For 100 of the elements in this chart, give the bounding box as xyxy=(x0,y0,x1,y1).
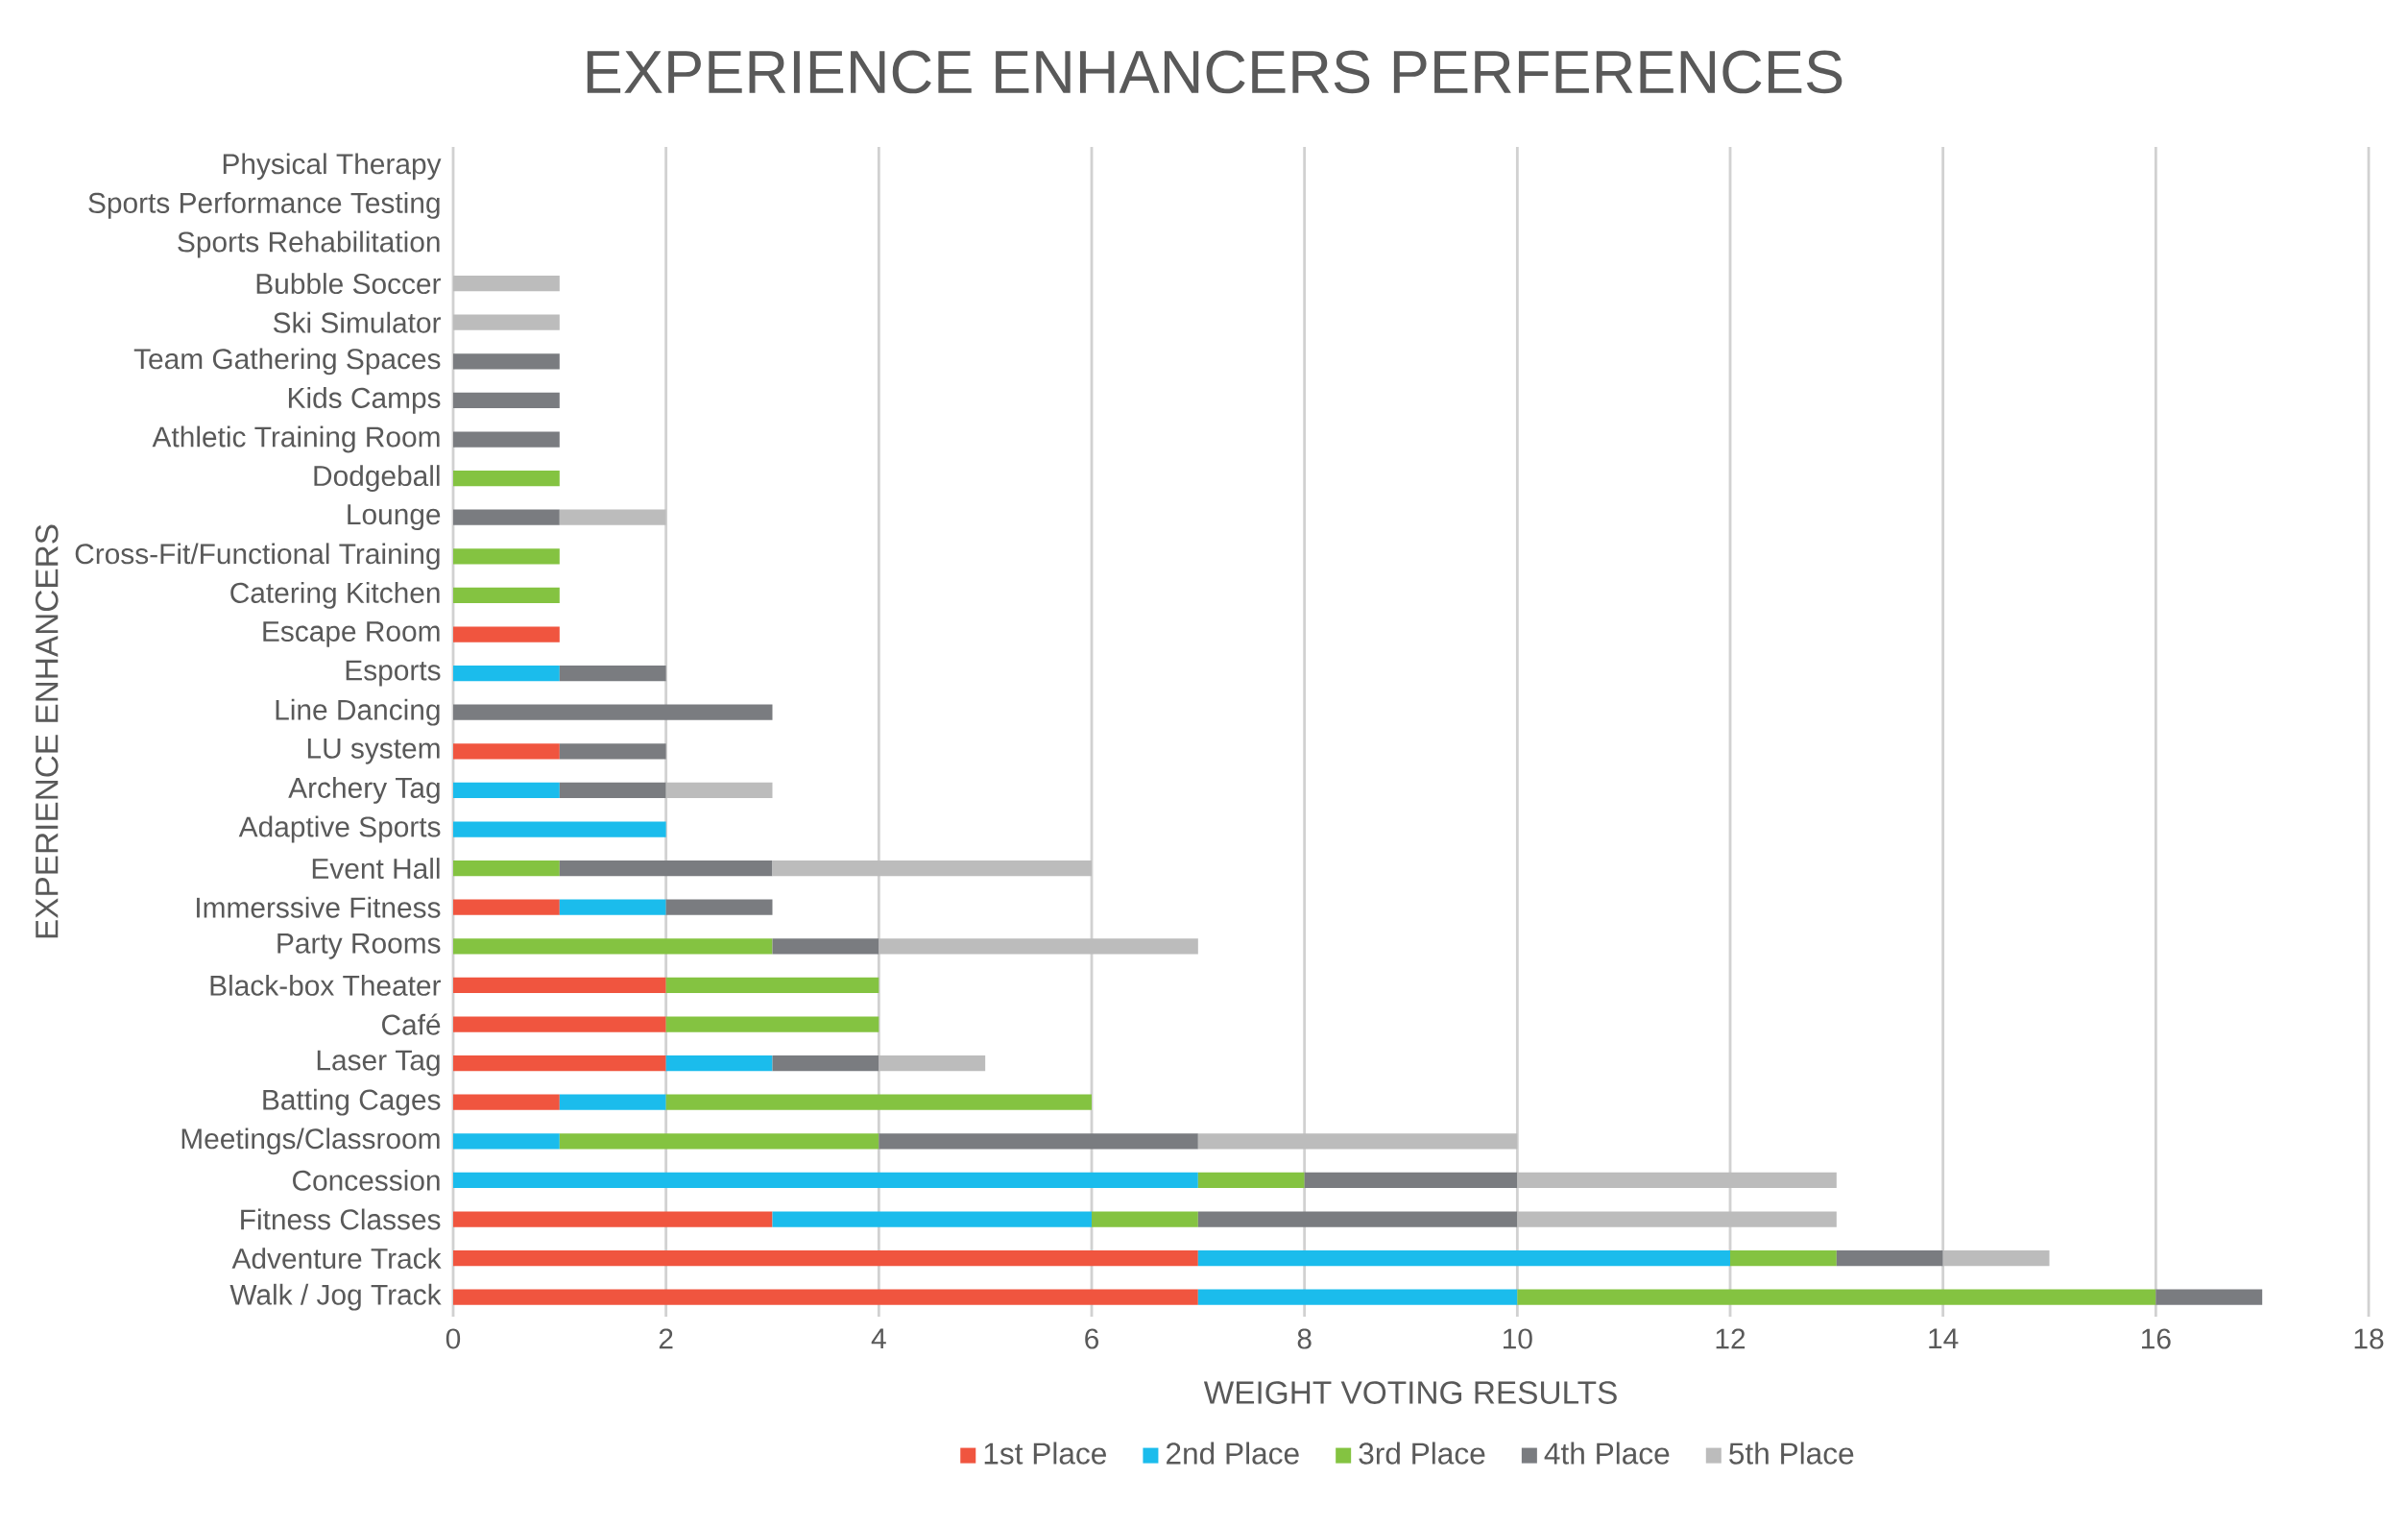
bar xyxy=(453,1016,666,1032)
bar xyxy=(559,860,773,877)
bar xyxy=(772,1211,1092,1227)
y-tick-label: Kids Camps xyxy=(288,386,441,414)
legend-label: 3rd Place xyxy=(1359,1442,1485,1465)
bar xyxy=(1517,1289,2156,1305)
x-tick-label: 6 xyxy=(1085,1328,1099,1349)
bar xyxy=(453,276,560,292)
bar xyxy=(1942,1249,2050,1267)
legend-label: 1st Place xyxy=(984,1442,1106,1465)
y-tick-label: Walk / Jog Track xyxy=(229,1283,442,1311)
x-tick-label: 0 xyxy=(445,1328,461,1349)
y-tick-label: Adaptive Sports xyxy=(238,815,441,843)
y-tick-label: Party Rooms xyxy=(277,933,441,959)
bar xyxy=(453,1055,666,1072)
y-tick-label: Batting Cages xyxy=(263,1088,441,1116)
bar xyxy=(453,1249,1198,1267)
bar xyxy=(453,626,560,642)
bar xyxy=(559,666,666,682)
x-tick-label: 18 xyxy=(2354,1328,2384,1349)
bar xyxy=(453,314,560,330)
y-tick-label: Cross-Fit/Functional Training xyxy=(75,543,440,570)
legend-label: 5th Place xyxy=(1729,1442,1854,1465)
bar xyxy=(453,666,560,682)
bar xyxy=(453,704,773,720)
legend-label: 4th Place xyxy=(1544,1442,1670,1465)
bar xyxy=(453,431,560,448)
bar xyxy=(879,938,1198,955)
bar xyxy=(1197,1172,1305,1189)
y-tick-label: Immerssive Fitness xyxy=(197,896,441,918)
bar xyxy=(453,938,773,955)
bar xyxy=(665,1094,1092,1110)
y-tick-label: Sports Rehabilitation xyxy=(178,230,440,258)
bar xyxy=(1092,1211,1198,1227)
y-tick-label: Team Gathering Spaces xyxy=(133,348,441,376)
x-tick-label: 10 xyxy=(1503,1328,1532,1349)
y-axis-title: EXPERIENCE ENHANCERS xyxy=(35,524,59,938)
bar xyxy=(559,509,666,525)
bar xyxy=(453,743,560,760)
y-tick-label: Laser Tag xyxy=(317,1050,440,1077)
bar xyxy=(1197,1211,1518,1227)
bar xyxy=(1197,1249,1730,1267)
bar xyxy=(665,899,773,915)
x-tick-label: 12 xyxy=(1716,1328,1746,1349)
bar xyxy=(1197,1133,1518,1150)
bar xyxy=(453,899,560,915)
bar xyxy=(453,782,560,799)
x-tick-label: 14 xyxy=(1929,1328,1959,1348)
bar xyxy=(453,1172,1198,1189)
y-tick-label: Archery Tag xyxy=(288,776,440,804)
bar xyxy=(453,821,666,837)
bar xyxy=(453,1211,773,1227)
bar xyxy=(453,1289,1198,1305)
bar xyxy=(1197,1289,1518,1305)
bar xyxy=(559,1094,666,1110)
bar xyxy=(559,1133,879,1150)
bar xyxy=(453,471,560,487)
x-tick-label: 16 xyxy=(2141,1328,2171,1349)
bar xyxy=(879,1055,986,1072)
y-tick-label: Escape Room xyxy=(263,621,440,647)
y-tick-label: Café xyxy=(382,1013,441,1035)
bar xyxy=(772,938,879,955)
bar xyxy=(453,392,560,409)
y-tick-label: Concession xyxy=(293,1169,440,1191)
bar xyxy=(453,587,560,604)
y-tick-label: Catering Kitchen xyxy=(230,581,440,609)
bar xyxy=(1517,1172,1837,1189)
y-tick-label: Bubble Soccer xyxy=(256,273,441,295)
bar xyxy=(879,1133,1198,1150)
y-tick-label: Ski Simulator xyxy=(273,311,442,333)
bar xyxy=(453,1133,560,1150)
y-tick-label: Dodgeball xyxy=(314,465,440,493)
bar xyxy=(559,782,666,799)
bar xyxy=(453,353,560,370)
y-tick-label: Black-box Theater xyxy=(210,974,442,996)
y-tick-label: Line Dancing xyxy=(276,698,440,726)
legend-label: 2nd Place xyxy=(1167,1442,1299,1465)
bar xyxy=(665,977,879,994)
x-tick-label: 4 xyxy=(871,1328,886,1348)
bar xyxy=(1304,1172,1518,1189)
bar xyxy=(559,743,666,760)
y-tick-label: Sports Performance Testing xyxy=(88,191,440,219)
y-tick-label: Adventure Track xyxy=(231,1248,442,1270)
y-tick-label: LU system xyxy=(307,738,440,764)
bar xyxy=(665,782,773,799)
bar xyxy=(2155,1289,2263,1305)
y-tick-label: Meetings/Classroom xyxy=(181,1127,440,1155)
y-tick-label: Event Hall xyxy=(312,858,440,880)
bar xyxy=(453,860,560,877)
bar xyxy=(1730,1249,1837,1267)
bar xyxy=(1836,1249,1943,1267)
bar xyxy=(665,1016,879,1032)
y-tick-label: Athletic Training Room xyxy=(152,425,440,453)
y-tick-label: Esports xyxy=(346,660,441,687)
x-axis-title: WEIGHT VOTING RESULTS xyxy=(1203,1381,1617,1404)
bar xyxy=(665,1055,773,1072)
bar xyxy=(453,548,560,565)
x-tick-label: 8 xyxy=(1297,1328,1312,1349)
bar xyxy=(772,860,1092,877)
bar xyxy=(453,1094,560,1110)
